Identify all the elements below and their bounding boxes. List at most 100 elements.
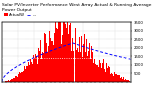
Bar <box>80 52 81 82</box>
Bar <box>50 38 51 82</box>
Bar <box>72 22 73 82</box>
Bar <box>55 21 56 82</box>
Bar <box>85 42 86 82</box>
Text: Solar PV/Inverter Performance West Array Actual & Running Average Power Output: Solar PV/Inverter Performance West Array… <box>2 3 151 12</box>
Bar <box>88 51 89 82</box>
Bar <box>106 63 107 82</box>
Bar <box>13 78 14 82</box>
Bar <box>35 54 36 82</box>
Bar <box>46 43 47 82</box>
Bar <box>45 34 46 82</box>
Bar <box>115 74 116 82</box>
Bar <box>84 34 85 82</box>
Bar <box>74 36 75 82</box>
Bar <box>116 74 117 82</box>
Bar <box>71 51 72 82</box>
Bar <box>98 67 99 82</box>
Bar <box>66 28 67 82</box>
Bar <box>102 63 103 82</box>
Bar <box>86 39 87 82</box>
Bar <box>92 52 93 82</box>
Bar <box>96 60 97 82</box>
Bar <box>61 44 62 82</box>
Bar <box>82 57 83 82</box>
Bar <box>95 64 96 82</box>
Bar <box>23 71 24 82</box>
Bar <box>19 72 20 82</box>
Bar <box>78 52 79 82</box>
Bar <box>9 81 10 82</box>
Bar <box>79 36 80 82</box>
Bar <box>63 28 64 82</box>
Bar <box>108 66 109 82</box>
Bar <box>120 78 121 82</box>
Bar <box>100 63 101 82</box>
Bar <box>113 76 114 82</box>
Bar <box>15 76 16 82</box>
Bar <box>56 28 57 82</box>
Bar <box>119 75 120 82</box>
Bar <box>83 44 84 82</box>
Bar <box>87 39 88 82</box>
Bar <box>18 74 19 82</box>
Bar <box>22 72 23 82</box>
Bar <box>69 25 70 82</box>
Bar <box>104 69 105 82</box>
Bar <box>75 28 76 82</box>
Bar <box>21 72 22 82</box>
Bar <box>123 77 124 82</box>
Bar <box>111 73 112 82</box>
Bar <box>54 33 55 82</box>
Bar <box>117 75 118 82</box>
Bar <box>40 40 41 82</box>
Bar <box>31 62 32 82</box>
Bar <box>62 35 63 82</box>
Bar <box>16 76 17 82</box>
Bar <box>7 81 8 82</box>
Bar <box>41 59 42 82</box>
Bar <box>12 79 13 82</box>
Bar <box>105 72 106 82</box>
Bar <box>32 64 33 82</box>
Bar <box>109 67 110 82</box>
Bar <box>73 51 74 82</box>
Bar <box>33 55 34 82</box>
Bar <box>29 65 30 82</box>
Bar <box>90 59 91 82</box>
Bar <box>44 33 45 82</box>
Bar <box>14 78 15 82</box>
Bar <box>112 74 113 82</box>
Bar <box>27 66 28 82</box>
Bar <box>81 36 82 82</box>
Bar <box>124 80 125 82</box>
Bar <box>43 53 44 82</box>
Bar <box>60 7 61 82</box>
Bar <box>36 56 37 82</box>
Bar <box>42 52 43 82</box>
Bar <box>70 23 71 82</box>
Bar <box>47 52 48 82</box>
Bar <box>128 80 129 82</box>
Bar <box>53 45 54 82</box>
Bar <box>127 80 128 82</box>
Bar <box>49 31 50 82</box>
Bar <box>126 80 127 82</box>
Bar <box>129 81 130 82</box>
Bar <box>30 58 31 82</box>
Bar <box>48 46 49 82</box>
Bar <box>57 30 58 82</box>
Bar <box>107 68 108 82</box>
Bar <box>26 66 27 82</box>
Bar <box>114 72 115 82</box>
Bar <box>51 41 52 82</box>
Bar <box>99 60 100 82</box>
Bar <box>91 46 92 82</box>
Bar <box>58 11 59 82</box>
Bar <box>101 68 102 82</box>
Bar <box>121 77 122 82</box>
Bar <box>97 65 98 82</box>
Bar <box>52 41 53 82</box>
Bar <box>65 24 66 82</box>
Bar <box>38 48 39 82</box>
Bar <box>8 80 9 82</box>
